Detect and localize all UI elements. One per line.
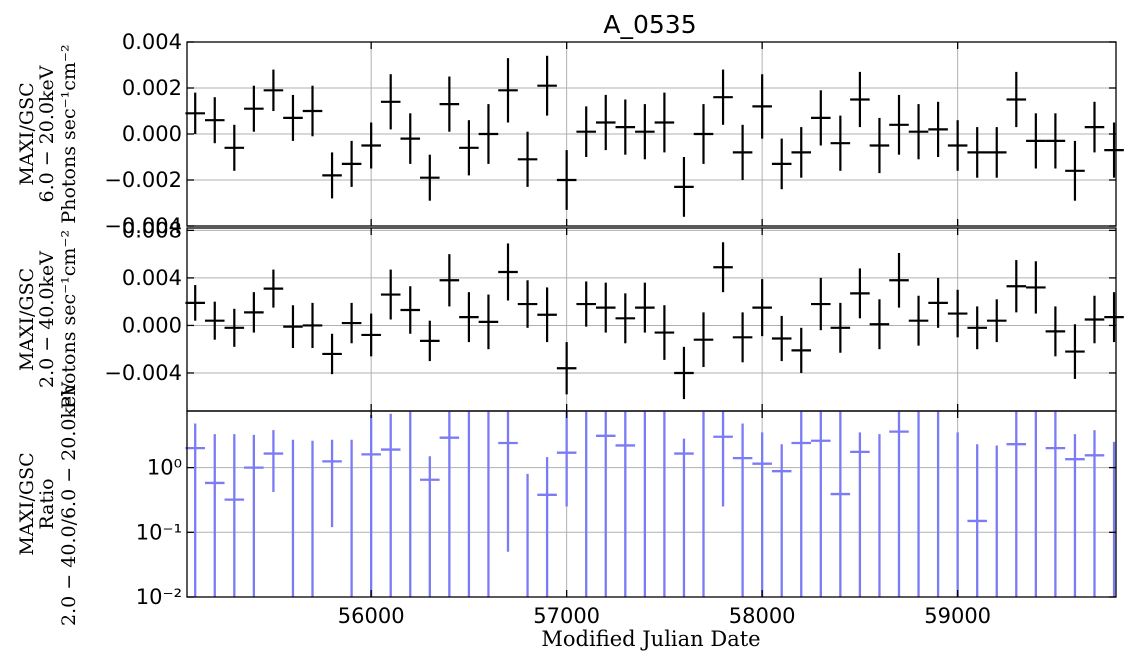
y-axis-label-line: 6.0 − 20.0keV [36,65,58,202]
y-tick-label: −0.004 [104,214,182,238]
y-axis-label-line: MAXI/GSC [16,452,38,555]
y-axis-label-line: MAXI/GSC [16,82,38,185]
y-tick-label: 0.008 [122,218,182,242]
y-axis-label-line: 2.0 − 40.0/6.0 − 20.0keV [58,382,80,626]
y-tick-label: 10⁻² [136,585,182,609]
y-tick-label: 0.002 [122,76,182,100]
chart-title: A_0535 [603,10,696,39]
y-tick-label: 0.004 [122,30,182,54]
x-tick-label: 56000 [338,604,405,628]
y-axis-label-line: Photons sec⁻¹cm⁻² [58,230,80,409]
x-tick-label: 57000 [533,604,600,628]
y-axis-label-line: Ratio [36,478,58,529]
x-axis-label: Modified Julian Date [541,627,760,651]
y-axis-label-line: 2.0 − 40.0keV [36,251,58,388]
y-tick-label: 0.004 [122,266,182,290]
y-tick-label: −0.004 [104,361,182,385]
x-tick-label: 58000 [729,604,796,628]
y-tick-label: 10⁰ [147,456,182,480]
y-tick-label: −0.002 [104,168,182,192]
y-tick-label: 0.000 [122,313,182,337]
y-axis-label-line: MAXI/GSC [16,268,38,371]
panel-frame [186,410,1117,598]
y-tick-label: 10⁻¹ [136,520,182,544]
x-tick-label: 59000 [924,604,991,628]
y-axis-label-line: Photons sec⁻¹cm⁻² [58,44,80,223]
y-tick-label: 0.000 [122,122,182,146]
